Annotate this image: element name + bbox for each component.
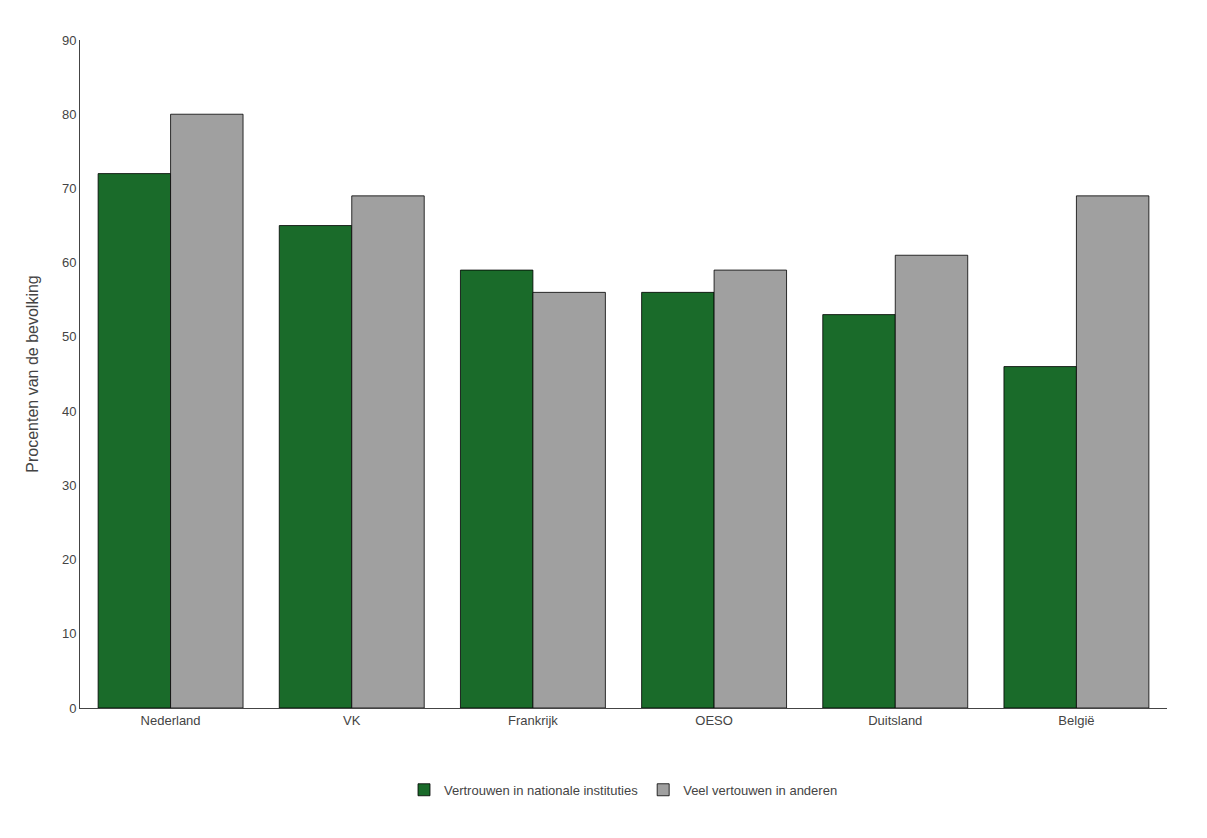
svg-text:VK: VK (343, 713, 361, 728)
svg-text:80: 80 (62, 107, 76, 122)
svg-text:90: 90 (62, 33, 76, 48)
svg-text:0: 0 (69, 701, 76, 716)
svg-text:Procenten van de bevolking: Procenten van de bevolking (24, 275, 41, 472)
svg-text:België: België (1058, 713, 1094, 728)
svg-text:30: 30 (62, 478, 76, 493)
svg-text:Vertrouwen in nationale instit: Vertrouwen in nationale instituties (444, 783, 638, 798)
svg-text:Duitsland: Duitsland (868, 713, 922, 728)
svg-text:Veel vertouwen in anderen: Veel vertouwen in anderen (683, 783, 837, 798)
svg-text:20: 20 (62, 552, 76, 567)
svg-text:10: 10 (62, 626, 76, 641)
svg-text:Frankrijk: Frankrijk (508, 713, 558, 728)
svg-text:40: 40 (62, 404, 76, 419)
svg-text:50: 50 (62, 329, 76, 344)
svg-text:60: 60 (62, 255, 76, 270)
svg-text:Nederland: Nederland (141, 713, 201, 728)
svg-text:OESO: OESO (695, 713, 733, 728)
svg-text:70: 70 (62, 181, 76, 196)
